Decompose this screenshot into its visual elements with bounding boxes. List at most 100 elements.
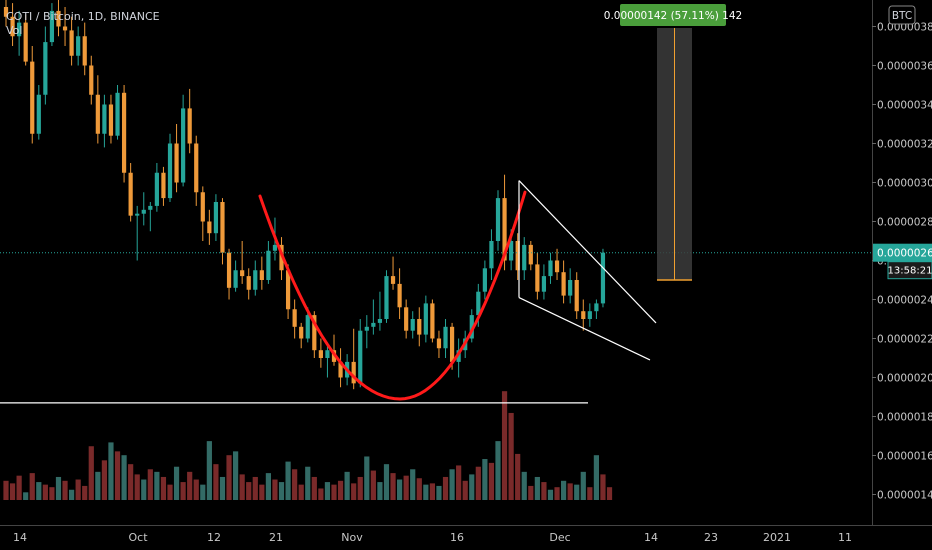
- volume-bar: [29, 473, 35, 500]
- last-price-bg: [873, 243, 932, 262]
- candle-body: [299, 326, 304, 339]
- candles: [3, 0, 606, 390]
- volume-bars: [3, 391, 613, 500]
- volume-bar: [141, 479, 147, 500]
- volume-bar: [226, 455, 232, 500]
- candle-body: [574, 280, 579, 312]
- candle-body: [233, 270, 238, 288]
- candle-body: [377, 319, 383, 323]
- candle-body: [541, 276, 547, 292]
- candle-body: [56, 10, 61, 27]
- candle-body: [259, 270, 264, 280]
- candle-body: [581, 311, 586, 319]
- volume-bar: [154, 471, 160, 500]
- candle-body: [522, 244, 527, 271]
- time-tick-label: Nov: [341, 531, 363, 544]
- candle-body: [384, 276, 389, 319]
- candle-body: [535, 264, 540, 292]
- candle-body: [430, 303, 435, 339]
- countdown-bg: [887, 261, 932, 280]
- volume-bar: [180, 482, 186, 500]
- candle-body: [30, 61, 35, 134]
- drawings: 0.00000142 (57.11%) 142: [0, 4, 872, 404]
- volume-label: Vol: [6, 24, 23, 37]
- candle-body: [600, 252, 606, 304]
- candle-body: [476, 291, 481, 316]
- candle-body: [76, 36, 81, 56]
- volume-bar: [114, 451, 121, 500]
- candle-body: [397, 283, 402, 308]
- volume-bar: [377, 482, 383, 500]
- candle-body: [10, 16, 15, 37]
- cup-curve: [258, 190, 527, 401]
- volume-bar: [108, 442, 114, 500]
- time-tick-label: 21: [269, 531, 283, 544]
- candle-body: [128, 172, 133, 216]
- volume-bar: [252, 476, 258, 500]
- candle-body: [351, 361, 356, 384]
- candle-body: [246, 276, 251, 290]
- candle-body: [318, 350, 323, 358]
- volume-bar: [337, 480, 344, 500]
- currency-badge: [888, 5, 916, 25]
- volume-bar: [128, 464, 134, 500]
- candle-body: [548, 260, 553, 277]
- candle-body: [587, 311, 592, 319]
- volume-bar: [16, 475, 22, 500]
- candle-body: [17, 22, 22, 37]
- volume-bar: [561, 480, 567, 500]
- candle-body: [502, 198, 507, 261]
- volume-bar: [82, 485, 88, 500]
- volume-bar: [547, 489, 554, 500]
- candle-body: [417, 319, 422, 335]
- candle-body: [489, 241, 494, 269]
- candle-body: [115, 92, 120, 136]
- candle-body: [443, 326, 448, 349]
- candle-body: [410, 319, 415, 331]
- candle-body: [207, 221, 212, 234]
- candle-body: [253, 270, 258, 290]
- volume-bar: [259, 484, 265, 500]
- time-axis[interactable]: 14 Oct 12 21 Nov 16 Dec 14 23 2021 11: [0, 525, 932, 545]
- volume-bar: [3, 480, 9, 500]
- candle-body: [167, 143, 173, 199]
- candle-body: [226, 252, 232, 288]
- candle-body: [305, 315, 310, 339]
- volume-bar: [160, 476, 167, 500]
- candle-body: [561, 272, 566, 296]
- volume-bar: [233, 451, 239, 500]
- volume-bar: [587, 487, 593, 500]
- candle-body: [515, 241, 520, 271]
- candle-body: [102, 104, 107, 134]
- volume-bar: [456, 465, 462, 500]
- volume-bar: [357, 476, 363, 500]
- volume-bar: [272, 479, 278, 500]
- volume-bar: [75, 479, 81, 500]
- volume-bar: [239, 474, 245, 500]
- time-tick-label: 23: [704, 531, 718, 544]
- volume-bar: [436, 485, 442, 500]
- volume-bar: [390, 473, 396, 500]
- volume-bar: [206, 441, 212, 500]
- volume-bar: [200, 484, 206, 500]
- volume-bar: [501, 391, 508, 500]
- volume-bar: [521, 471, 527, 500]
- volume-bar: [593, 455, 599, 500]
- volume-bar: [193, 479, 199, 500]
- candle-body: [495, 198, 501, 241]
- volume-bar: [246, 482, 252, 500]
- candle-body: [568, 280, 573, 296]
- candle-body: [108, 104, 114, 136]
- volume-bar: [606, 487, 613, 500]
- candle-body: [148, 205, 153, 210]
- volume-bar: [410, 469, 416, 500]
